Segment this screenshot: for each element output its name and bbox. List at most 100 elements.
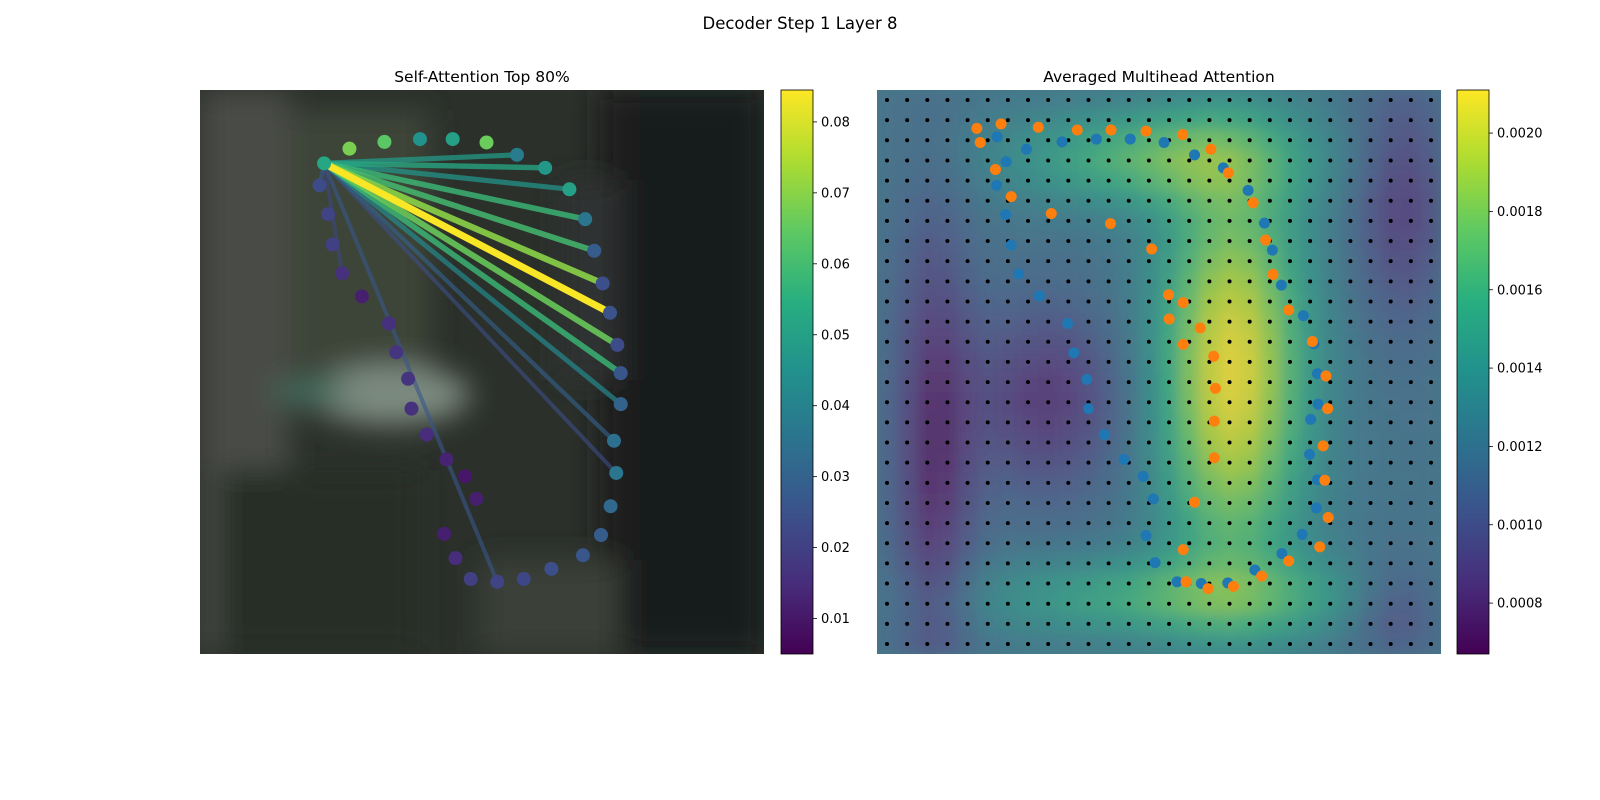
grid-point — [1267, 621, 1272, 626]
grid-point — [1408, 218, 1413, 223]
overlay-point — [1267, 268, 1279, 280]
grid-point — [1348, 642, 1353, 646]
overlay-point — [1205, 143, 1217, 155]
grid-point — [1146, 218, 1151, 223]
grid-point — [885, 561, 889, 566]
grid-point — [1167, 500, 1172, 505]
grid-point — [1046, 359, 1051, 364]
grid-point — [1227, 561, 1232, 566]
grid-point — [1187, 420, 1192, 425]
grid-point — [1126, 359, 1131, 364]
grid-point — [1267, 541, 1272, 546]
grid-point — [1086, 359, 1091, 364]
grid-point — [885, 581, 889, 586]
grid-point — [1167, 198, 1172, 203]
attention-line — [321, 160, 621, 348]
grid-point — [1287, 259, 1292, 264]
overlay-point — [1320, 370, 1332, 382]
overlay-point — [1306, 336, 1318, 348]
grid-point — [1408, 541, 1413, 546]
grid-point — [1348, 400, 1353, 405]
grid-point — [1086, 480, 1091, 485]
grid-point — [1308, 400, 1313, 405]
grid-point — [1348, 198, 1353, 203]
grid-point — [945, 400, 950, 405]
grid-point — [905, 279, 910, 284]
grid-point — [1247, 400, 1252, 405]
grid-point — [1227, 460, 1232, 465]
grid-point — [1348, 601, 1353, 606]
colorbar-tick-label: 0.04 — [821, 399, 850, 414]
grid-point — [1046, 118, 1051, 123]
overlay-point — [1322, 403, 1334, 415]
grid-point — [1066, 460, 1071, 465]
grid-point — [1187, 561, 1192, 566]
overlay-point — [1322, 512, 1334, 524]
grid-point — [1247, 480, 1252, 485]
grid-point — [1046, 178, 1051, 183]
grid-point — [1368, 581, 1373, 586]
grid-point — [1005, 259, 1010, 264]
grid-point — [985, 339, 990, 344]
contour-point — [412, 132, 427, 147]
grid-point — [1086, 561, 1091, 566]
grid-point — [1167, 440, 1172, 445]
grid-point — [1146, 400, 1151, 405]
overlay-point — [1005, 239, 1017, 251]
grid-point — [1005, 178, 1010, 183]
grid-point — [1207, 138, 1212, 143]
grid-point — [1308, 480, 1313, 485]
grid-point — [885, 178, 889, 183]
grid-point — [1368, 339, 1373, 344]
grid-point — [1126, 319, 1131, 324]
overlay-point — [1163, 313, 1175, 325]
grid-point — [1207, 440, 1212, 445]
contour-point — [342, 141, 357, 156]
grid-point — [925, 420, 930, 425]
grid-point — [1247, 279, 1252, 284]
grid-point — [1308, 561, 1313, 566]
grid-point — [1348, 178, 1353, 183]
grid-point — [1046, 400, 1051, 405]
grid-point — [1227, 480, 1232, 485]
grid-point — [1046, 621, 1051, 626]
grid-point — [1408, 178, 1413, 183]
overlay-point — [1189, 496, 1201, 508]
contour-point — [587, 243, 602, 258]
grid-point — [925, 541, 930, 546]
grid-point — [945, 359, 950, 364]
overlay-point — [1314, 541, 1326, 553]
grid-point — [1308, 601, 1313, 606]
overlay-point — [1283, 555, 1295, 567]
grid-point — [925, 299, 930, 304]
grid-point — [885, 198, 889, 203]
overlay-point — [1062, 317, 1074, 329]
contour-point — [458, 469, 473, 484]
overlay-point — [1296, 528, 1308, 540]
grid-point — [1287, 521, 1292, 526]
grid-point — [1046, 218, 1051, 223]
grid-point — [1207, 500, 1212, 505]
colorbar-tick-label: 0.0010 — [1497, 518, 1543, 533]
grid-point — [1026, 400, 1031, 405]
grid-point — [1126, 98, 1131, 102]
grid-point — [1429, 218, 1433, 223]
grid-point — [1106, 480, 1111, 485]
grid-point — [945, 279, 950, 284]
grid-point — [965, 239, 970, 244]
grid-point — [1207, 561, 1212, 566]
grid-point — [1388, 138, 1393, 143]
grid-point — [985, 621, 990, 626]
contour-point — [469, 491, 484, 506]
grid-point — [1066, 259, 1071, 264]
grid-point — [1247, 319, 1252, 324]
grid-point — [1408, 158, 1413, 163]
grid-point — [885, 440, 889, 445]
grid-point — [1388, 339, 1393, 344]
grid-point — [1368, 259, 1373, 264]
grid-point — [1167, 118, 1172, 123]
grid-point — [1026, 601, 1031, 606]
grid-point — [1207, 239, 1212, 244]
grid-point — [1408, 500, 1413, 505]
